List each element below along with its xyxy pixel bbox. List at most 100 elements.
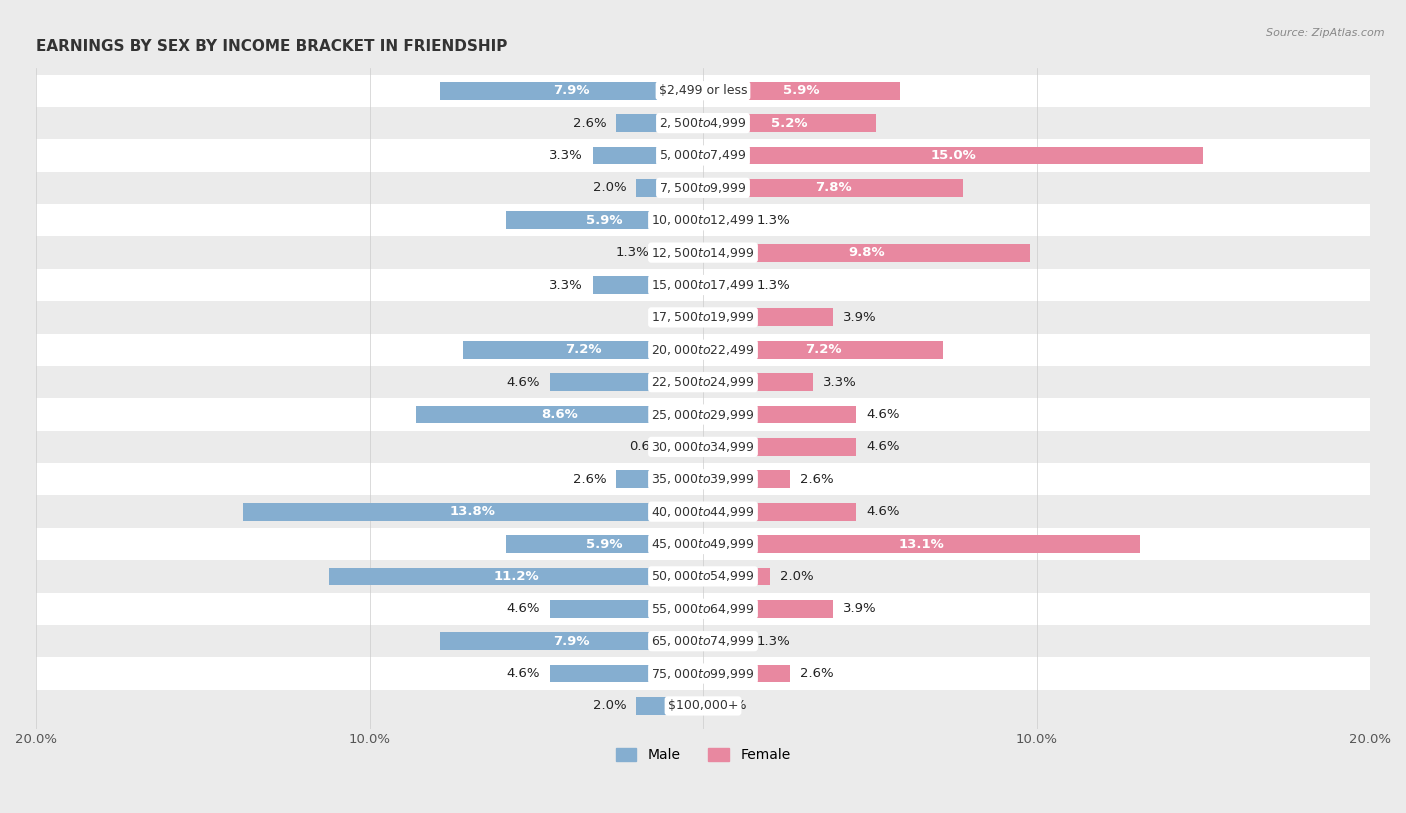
Bar bbox=[37, 528, 1369, 560]
Bar bbox=[703, 373, 813, 391]
Bar bbox=[703, 406, 856, 424]
Text: 7.2%: 7.2% bbox=[804, 343, 841, 356]
Bar bbox=[703, 276, 747, 294]
Text: $15,000 to $17,499: $15,000 to $17,499 bbox=[651, 278, 755, 292]
Text: $10,000 to $12,499: $10,000 to $12,499 bbox=[651, 213, 755, 228]
Text: 2.0%: 2.0% bbox=[593, 699, 626, 712]
Bar bbox=[703, 600, 834, 618]
Text: 3.3%: 3.3% bbox=[550, 149, 583, 162]
Bar bbox=[37, 269, 1369, 301]
Text: $40,000 to $44,999: $40,000 to $44,999 bbox=[651, 505, 755, 519]
Bar bbox=[37, 139, 1369, 172]
Text: 5.9%: 5.9% bbox=[783, 85, 820, 98]
Bar bbox=[37, 658, 1369, 689]
Bar bbox=[703, 114, 876, 132]
Bar bbox=[637, 697, 703, 715]
Bar bbox=[681, 438, 703, 456]
Bar bbox=[550, 600, 703, 618]
Text: 2.6%: 2.6% bbox=[800, 473, 834, 486]
Text: $55,000 to $64,999: $55,000 to $64,999 bbox=[651, 602, 755, 615]
Bar bbox=[703, 244, 1029, 262]
Text: 3.3%: 3.3% bbox=[823, 376, 856, 389]
Text: $2,499 or less: $2,499 or less bbox=[659, 85, 747, 98]
Bar bbox=[703, 341, 943, 359]
Text: $45,000 to $49,999: $45,000 to $49,999 bbox=[651, 537, 755, 551]
Bar bbox=[703, 567, 769, 585]
Text: 4.6%: 4.6% bbox=[506, 667, 540, 680]
Text: $65,000 to $74,999: $65,000 to $74,999 bbox=[651, 634, 755, 648]
Text: 0.0%: 0.0% bbox=[659, 311, 693, 324]
Text: 1.3%: 1.3% bbox=[756, 279, 790, 292]
Text: 15.0%: 15.0% bbox=[931, 149, 976, 162]
Text: 3.3%: 3.3% bbox=[550, 279, 583, 292]
Text: 4.6%: 4.6% bbox=[506, 376, 540, 389]
Text: 1.3%: 1.3% bbox=[756, 635, 790, 648]
Text: $75,000 to $99,999: $75,000 to $99,999 bbox=[651, 667, 755, 680]
Bar bbox=[440, 633, 703, 650]
Bar bbox=[703, 308, 834, 326]
Bar bbox=[37, 625, 1369, 658]
Bar bbox=[703, 146, 1204, 164]
Bar bbox=[703, 502, 856, 520]
Bar bbox=[329, 567, 703, 585]
Text: $30,000 to $34,999: $30,000 to $34,999 bbox=[651, 440, 755, 454]
Bar bbox=[440, 82, 703, 100]
Text: 5.9%: 5.9% bbox=[586, 537, 623, 550]
Text: $22,500 to $24,999: $22,500 to $24,999 bbox=[651, 375, 755, 389]
Bar bbox=[37, 431, 1369, 463]
Text: 13.8%: 13.8% bbox=[450, 505, 496, 518]
Bar bbox=[616, 471, 703, 488]
Bar bbox=[703, 82, 900, 100]
Text: 7.2%: 7.2% bbox=[565, 343, 602, 356]
Bar bbox=[37, 301, 1369, 333]
Bar bbox=[637, 179, 703, 197]
Text: 13.1%: 13.1% bbox=[898, 537, 945, 550]
Text: 3.9%: 3.9% bbox=[844, 311, 877, 324]
Text: $12,500 to $14,999: $12,500 to $14,999 bbox=[651, 246, 755, 259]
Bar bbox=[37, 366, 1369, 398]
Bar bbox=[37, 593, 1369, 625]
Text: 4.6%: 4.6% bbox=[866, 505, 900, 518]
Text: 2.0%: 2.0% bbox=[593, 181, 626, 194]
Bar bbox=[616, 114, 703, 132]
Bar bbox=[550, 373, 703, 391]
Text: 2.6%: 2.6% bbox=[800, 667, 834, 680]
Text: $25,000 to $29,999: $25,000 to $29,999 bbox=[651, 407, 755, 421]
Bar bbox=[703, 535, 1140, 553]
Text: 9.8%: 9.8% bbox=[848, 246, 884, 259]
Bar bbox=[593, 276, 703, 294]
Text: $5,000 to $7,499: $5,000 to $7,499 bbox=[659, 149, 747, 163]
Bar bbox=[703, 633, 747, 650]
Bar bbox=[703, 665, 790, 682]
Text: $100,000+: $100,000+ bbox=[668, 699, 738, 712]
Text: 5.9%: 5.9% bbox=[586, 214, 623, 227]
Text: 2.6%: 2.6% bbox=[572, 473, 606, 486]
Text: 11.2%: 11.2% bbox=[494, 570, 538, 583]
Text: $35,000 to $39,999: $35,000 to $39,999 bbox=[651, 472, 755, 486]
Text: 5.2%: 5.2% bbox=[772, 116, 808, 129]
Text: 0.66%: 0.66% bbox=[628, 441, 671, 454]
Text: 4.6%: 4.6% bbox=[866, 441, 900, 454]
Bar bbox=[37, 495, 1369, 528]
Bar bbox=[463, 341, 703, 359]
Text: 0.0%: 0.0% bbox=[713, 699, 747, 712]
Text: 2.6%: 2.6% bbox=[572, 116, 606, 129]
Text: 7.9%: 7.9% bbox=[553, 635, 589, 648]
Bar bbox=[37, 398, 1369, 431]
Text: $20,000 to $22,499: $20,000 to $22,499 bbox=[651, 343, 755, 357]
Bar bbox=[37, 333, 1369, 366]
Bar bbox=[550, 665, 703, 682]
Text: 4.6%: 4.6% bbox=[506, 602, 540, 615]
Text: 2.0%: 2.0% bbox=[780, 570, 813, 583]
Text: Source: ZipAtlas.com: Source: ZipAtlas.com bbox=[1267, 28, 1385, 38]
Bar bbox=[659, 244, 703, 262]
Text: 7.8%: 7.8% bbox=[814, 181, 852, 194]
Bar bbox=[703, 471, 790, 488]
Bar bbox=[593, 146, 703, 164]
Legend: Male, Female: Male, Female bbox=[610, 743, 796, 768]
Text: $7,500 to $9,999: $7,500 to $9,999 bbox=[659, 180, 747, 195]
Bar bbox=[37, 204, 1369, 237]
Bar bbox=[37, 463, 1369, 495]
Text: $50,000 to $54,999: $50,000 to $54,999 bbox=[651, 569, 755, 584]
Bar bbox=[37, 237, 1369, 269]
